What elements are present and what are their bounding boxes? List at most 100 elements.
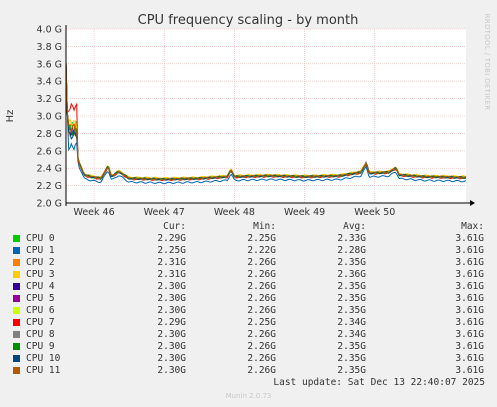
- last-update: Last update: Sat Dec 13 22:40:07 2025: [273, 377, 485, 388]
- legend-series-name: CPU 1: [26, 245, 55, 256]
- legend-avg: 2.33G: [337, 233, 366, 244]
- legend-max: 3.61G: [455, 329, 484, 340]
- header-cur: Cur:: [163, 221, 186, 232]
- cpu-frequency-chart: CPU frequency scaling - by month Hz RRDT…: [5, 13, 491, 218]
- legend-max: 3.61G: [455, 317, 484, 328]
- y-tick-label: 4.0 G: [37, 25, 63, 36]
- x-tick-label: Week 47: [144, 207, 185, 218]
- legend-cur: 2.30G: [157, 341, 186, 352]
- legend-min: 2.22G: [247, 245, 276, 256]
- legend-cur: 2.31G: [157, 269, 186, 280]
- legend-min: 2.25G: [247, 317, 276, 328]
- legend-series-name: CPU 0: [26, 233, 55, 244]
- legend-series-name: CPU 4: [26, 281, 55, 292]
- legend-avg: 2.35G: [337, 257, 366, 268]
- header-max: Max:: [461, 221, 484, 232]
- legend-row: CPU 5 2.30G 2.26G 2.35G 3.61G: [10, 293, 490, 305]
- legend-row: CPU 7 2.29G 2.25G 2.34G 3.61G: [10, 317, 490, 329]
- legend-min: 2.26G: [247, 257, 276, 268]
- legend-avg: 2.35G: [337, 305, 366, 316]
- y-tick-label: 3.4 G: [37, 77, 63, 88]
- y-tick-label: 3.2 G: [37, 94, 63, 105]
- legend-cur: 2.30G: [157, 293, 186, 304]
- legend-max: 3.61G: [455, 233, 484, 244]
- legend-min: 2.26G: [247, 341, 276, 352]
- legend-row: CPU 8 2.30G 2.26G 2.34G 3.61G: [10, 329, 490, 341]
- legend-row: CPU 3 2.31G 2.26G 2.36G 3.61G: [10, 269, 490, 281]
- legend-max: 3.61G: [455, 257, 484, 268]
- chart-title: CPU frequency scaling - by month: [138, 13, 359, 28]
- legend-row: CPU 0 2.29G 2.25G 2.33G 3.61G: [10, 233, 490, 245]
- legend-swatch: [13, 331, 20, 338]
- y-tick-label: 2.6 G: [37, 146, 63, 157]
- legend-swatch: [13, 235, 20, 242]
- legend-row: CPU 2 2.31G 2.26G 2.35G 3.61G: [10, 257, 490, 269]
- footer-version: Munin 2.0.73: [225, 392, 272, 400]
- legend-swatch: [13, 319, 20, 326]
- legend-avg: 2.28G: [337, 245, 366, 256]
- legend-avg: 2.35G: [337, 341, 366, 352]
- legend-series-name: CPU 6: [26, 305, 55, 316]
- legend-min: 2.26G: [247, 365, 276, 376]
- series-lines: [65, 62, 467, 185]
- series-line: [65, 62, 467, 185]
- legend-swatch: [13, 247, 20, 254]
- x-tick-label: Week 50: [354, 207, 395, 218]
- legend-max: 3.61G: [455, 293, 484, 304]
- legend-avg: 2.35G: [337, 353, 366, 364]
- legend-swatch: [13, 367, 20, 374]
- x-tick-label: Week 49: [284, 207, 325, 218]
- legend-min: 2.26G: [247, 281, 276, 292]
- legend-cur: 2.25G: [157, 245, 186, 256]
- legend-min: 2.26G: [247, 305, 276, 316]
- legend-series-name: CPU 9: [26, 341, 55, 352]
- legend-series-name: CPU 10: [26, 353, 61, 364]
- legend-header: Cur: Min: Avg: Max:: [10, 221, 490, 233]
- legend-row: CPU 10 2.30G 2.26G 2.35G 3.61G: [10, 353, 490, 365]
- y-tick-label: 3.6 G: [37, 59, 63, 70]
- y-tick-label: 3.0 G: [37, 112, 63, 123]
- legend-max: 3.61G: [455, 245, 484, 256]
- legend-avg: 2.35G: [337, 365, 366, 376]
- legend-max: 3.61G: [455, 281, 484, 292]
- legend-max: 3.61G: [455, 305, 484, 316]
- y-axis-label: Hz: [5, 110, 16, 123]
- legend-avg: 2.34G: [337, 317, 366, 328]
- y-tick-label: 2.8 G: [37, 129, 63, 140]
- legend-min: 2.26G: [247, 329, 276, 340]
- legend-avg: 2.35G: [337, 281, 366, 292]
- legend-avg: 2.34G: [337, 329, 366, 340]
- x-tick-label: Week 48: [214, 207, 255, 218]
- legend-series-name: CPU 2: [26, 257, 55, 268]
- legend-row: CPU 4 2.30G 2.26G 2.35G 3.61G: [10, 281, 490, 293]
- legend-cur: 2.29G: [157, 233, 186, 244]
- legend-series-name: CPU 7: [26, 317, 55, 328]
- legend-max: 3.61G: [455, 269, 484, 280]
- legend-series-name: CPU 11: [26, 365, 61, 376]
- legend-max: 3.61G: [455, 353, 484, 364]
- y-tick-label: 2.4 G: [37, 164, 63, 175]
- legend-cur: 2.30G: [157, 281, 186, 292]
- y-tick-label: 3.8 G: [37, 42, 63, 53]
- x-tick-label: Week 46: [73, 207, 114, 218]
- legend-max: 3.61G: [455, 341, 484, 352]
- legend-cur: 2.30G: [157, 353, 186, 364]
- legend-min: 2.26G: [247, 293, 276, 304]
- series-line: [65, 62, 467, 181]
- header-min: Min:: [253, 221, 276, 232]
- legend-avg: 2.35G: [337, 293, 366, 304]
- legend-cur: 2.30G: [157, 329, 186, 340]
- y-tick-label: 2.2 G: [37, 181, 63, 192]
- legend-cur: 2.29G: [157, 317, 186, 328]
- legend-series-name: CPU 8: [26, 329, 55, 340]
- legend-row: CPU 11 2.30G 2.26G 2.35G 3.61G: [10, 365, 490, 377]
- legend-table: Cur: Min: Avg: Max: CPU 0 2.29G 2.25G 2.33G…: [10, 221, 490, 377]
- legend-avg: 2.36G: [337, 269, 366, 280]
- legend-row: CPU 1 2.25G 2.22G 2.28G 3.61G: [10, 245, 490, 257]
- legend-cur: 2.30G: [157, 365, 186, 376]
- legend-row: CPU 9 2.30G 2.26G 2.35G 3.61G: [10, 341, 490, 353]
- legend-swatch: [13, 283, 20, 290]
- legend-swatch: [13, 343, 20, 350]
- legend-swatch: [13, 259, 20, 266]
- legend-cur: 2.31G: [157, 257, 186, 268]
